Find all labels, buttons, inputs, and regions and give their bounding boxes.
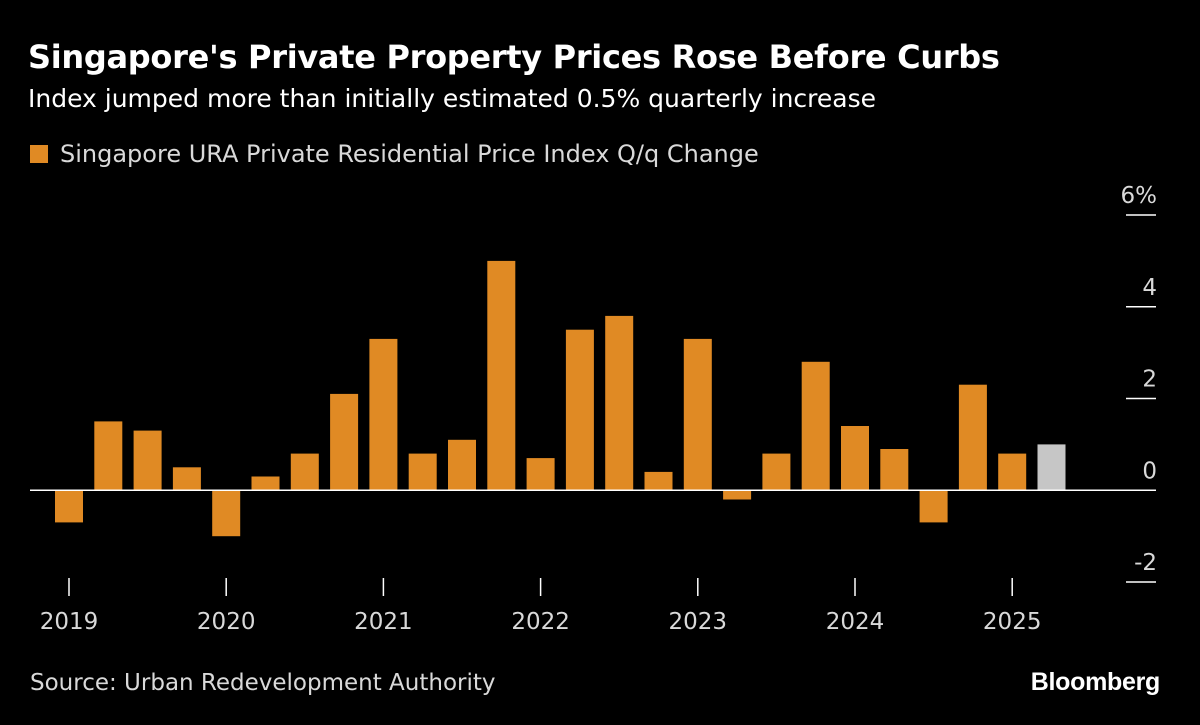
- bar-2022-q3: [605, 315, 634, 491]
- bloomberg-logo: Bloomberg: [1030, 668, 1161, 696]
- y-tick-label: 0: [1142, 458, 1157, 484]
- bar-2020-q2: [251, 476, 280, 491]
- bar-2023-q1: [683, 338, 712, 491]
- bar-2021-q4: [487, 260, 516, 491]
- bar-2019-q3: [133, 430, 162, 491]
- bar-2024-q3: [919, 490, 948, 523]
- bar-2022-q4: [644, 471, 673, 491]
- legend-label: Singapore URA Private Residential Price …: [60, 140, 759, 168]
- bars-group: [55, 260, 1066, 537]
- bar-2021-q1: [369, 338, 398, 491]
- bar-2022-q2: [565, 329, 594, 491]
- legend-swatch: [30, 145, 48, 163]
- bar-2024-q1: [841, 426, 869, 491]
- y-tick-label: 6%: [1121, 183, 1158, 209]
- x-tick-label-2022: 2022: [511, 609, 570, 635]
- bar-2019-q1: [55, 490, 83, 523]
- bar-2019-q2: [94, 421, 123, 491]
- bar-2023-q2: [723, 490, 752, 500]
- bar-2024-q2: [880, 449, 909, 491]
- bar-2021-q3: [448, 439, 476, 491]
- bar-2023-q3: [762, 453, 791, 491]
- x-tick-label-2023: 2023: [669, 609, 728, 635]
- bar-2023-q4: [801, 361, 830, 491]
- x-tick-label-2024: 2024: [826, 609, 885, 635]
- bar-2024-q4: [958, 384, 987, 491]
- bar-2019-q4: [172, 467, 201, 491]
- chart-title: Singapore's Private Property Prices Rose…: [28, 38, 1000, 76]
- chart-subtitle: Index jumped more than initially estimat…: [28, 84, 876, 113]
- x-tick-label-2020: 2020: [197, 609, 256, 635]
- bar-2020-q4: [330, 393, 359, 491]
- legend: Singapore URA Private Residential Price …: [30, 140, 759, 168]
- bar-2025-q1: [998, 453, 1027, 491]
- x-tick-label-2025: 2025: [983, 609, 1042, 635]
- x-tick-label-2021: 2021: [354, 609, 413, 635]
- bar-2025-q2-estimate: [1037, 444, 1066, 491]
- source-note: Source: Urban Redevelopment Authority: [30, 670, 496, 696]
- bar-2020-q3: [290, 453, 319, 491]
- y-axis: 6% 4 2 0 -2: [30, 183, 1158, 583]
- bar-2022-q1: [526, 458, 555, 491]
- y-tick-label: 2: [1142, 367, 1157, 393]
- bar-2021-q2: [408, 453, 437, 491]
- bar-2020-q1: [212, 490, 241, 537]
- x-tick-label-2019: 2019: [40, 609, 99, 635]
- y-tick-label: 4: [1142, 275, 1157, 301]
- x-axis: 2019 2020 2021 2022 2023 2024 2025: [40, 578, 1042, 635]
- y-tick-label: -2: [1134, 550, 1157, 576]
